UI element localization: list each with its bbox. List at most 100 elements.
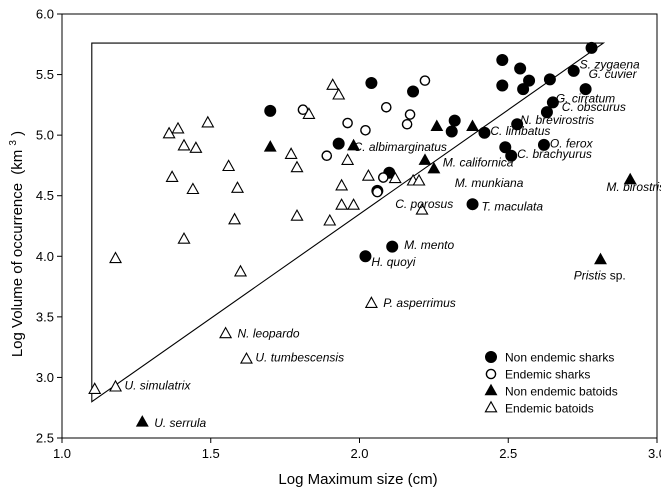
data-point <box>177 138 191 151</box>
data-point <box>365 77 378 90</box>
legend-label: Endemic batoids <box>505 402 594 416</box>
data-point <box>388 171 402 184</box>
data-point <box>427 161 441 174</box>
point-annotation: Pristis sp. <box>574 268 626 282</box>
data-point <box>321 150 333 162</box>
legend-marker <box>484 400 498 413</box>
y-axis: 2.5 3.0 3.5 4.0 4.5 5.0 5.5 6.0 <box>36 7 62 446</box>
y-axis-title-main: Log Volume of occurrence <box>9 183 26 357</box>
annotation-text: C. porosus <box>395 197 453 211</box>
annotation-text: H. quoyi <box>371 255 415 269</box>
data-point <box>171 121 185 134</box>
envelope-polygon <box>91 42 606 403</box>
data-point <box>543 73 556 86</box>
annotation-text: M. birostris <box>606 180 661 194</box>
annotation-text: N. brevirostris <box>520 113 594 127</box>
point-annotation: C. albimarginatus <box>354 140 447 154</box>
annotation-text: M. munkiana <box>455 176 524 190</box>
data-point <box>165 170 179 182</box>
legend-label: Non endemic sharks <box>505 351 614 365</box>
x-tick-label: 1.0 <box>53 446 71 461</box>
data-point <box>189 141 203 153</box>
data-point <box>359 250 372 263</box>
annotation-text: Pristis <box>574 268 607 282</box>
series-endemic-sharks <box>297 75 431 198</box>
data-point <box>326 78 340 90</box>
data-point <box>135 415 149 427</box>
point-annotation: H. quoyi <box>371 255 415 269</box>
point-annotation: C. porosus <box>395 197 453 211</box>
annotation-text: G. cuvier <box>589 67 638 81</box>
data-point <box>335 178 349 191</box>
data-point <box>594 252 607 265</box>
data-point <box>377 172 389 183</box>
data-point <box>623 172 637 185</box>
annotation-text: U. simulatrix <box>124 379 191 393</box>
data-point <box>228 212 242 225</box>
y-tick-label: 4.5 <box>36 188 54 203</box>
x-tick-label: 1.5 <box>202 446 220 461</box>
point-annotation: S. zygaena <box>580 58 640 72</box>
x-tick-label: 3.0 <box>648 446 661 461</box>
x-axis-title: Log Maximum size (cm) <box>278 471 437 488</box>
legend-label: Non endemic batoids <box>505 385 618 399</box>
y-tick-label: 5.5 <box>36 67 54 82</box>
data-point <box>415 202 429 215</box>
legend-marker <box>485 351 498 364</box>
data-point <box>401 118 413 130</box>
point-annotation: U. tumbescensis <box>255 351 344 365</box>
data-point <box>109 251 123 264</box>
y-tick-label: 3.5 <box>36 309 54 324</box>
data-point <box>386 240 399 253</box>
y-tick-label: 6.0 <box>36 7 54 22</box>
data-point <box>430 119 444 131</box>
data-point <box>546 96 559 109</box>
series-endemic-batoids <box>88 78 429 394</box>
annotation-text: U. serrula <box>154 416 206 430</box>
data-point <box>404 109 416 120</box>
point-annotation: P. asperrimus <box>383 296 455 310</box>
data-point <box>263 140 277 152</box>
data-point <box>222 159 236 172</box>
data-point <box>186 182 200 195</box>
y-axis-title-unit: (km <box>9 150 26 175</box>
data-point <box>517 83 530 96</box>
x-axis: 1.0 1.5 2.0 2.5 3.0 <box>53 438 661 461</box>
annotation-text: T. maculata <box>481 199 543 213</box>
annotation-text: M. mento <box>404 238 454 252</box>
annotation-text: S. zygaena <box>580 58 640 72</box>
data-point <box>347 198 361 210</box>
point-annotation: N. leopardo <box>238 326 300 340</box>
annotation-text: O. ferox <box>550 136 594 150</box>
data-point <box>264 104 277 117</box>
data-point <box>496 79 509 92</box>
y-tick-label: 5.0 <box>36 128 54 143</box>
point-annotation: C. obscurus <box>562 100 626 114</box>
data-point <box>335 198 349 210</box>
legend-marker <box>485 368 497 380</box>
data-point <box>332 87 346 100</box>
annotation-text: G. cirratum <box>556 91 615 105</box>
annotation-suffix: sp. <box>606 268 625 282</box>
point-annotation: G. cuvier <box>589 67 638 81</box>
point-annotation: C. brachyurus <box>517 147 592 161</box>
annotation-text: N. leopardo <box>238 326 300 340</box>
data-point <box>445 125 458 138</box>
data-point <box>537 138 550 151</box>
annotation-text: M. californica <box>443 156 514 170</box>
data-point <box>418 153 432 165</box>
data-point <box>88 382 102 394</box>
data-point <box>567 64 580 77</box>
data-point <box>579 83 592 96</box>
data-point <box>412 173 426 186</box>
legend: Non endemic sharks Endemic sharks Non ende… <box>484 351 618 416</box>
data-point <box>361 168 375 181</box>
y-axis-title-sup: 3 <box>8 140 19 146</box>
data-point <box>323 213 337 226</box>
data-point <box>219 326 233 339</box>
envelope-layer <box>91 42 606 403</box>
data-point <box>514 62 527 75</box>
point-annotation: M. munkiana <box>455 176 524 190</box>
point-annotation: M. birostris <box>606 180 661 194</box>
